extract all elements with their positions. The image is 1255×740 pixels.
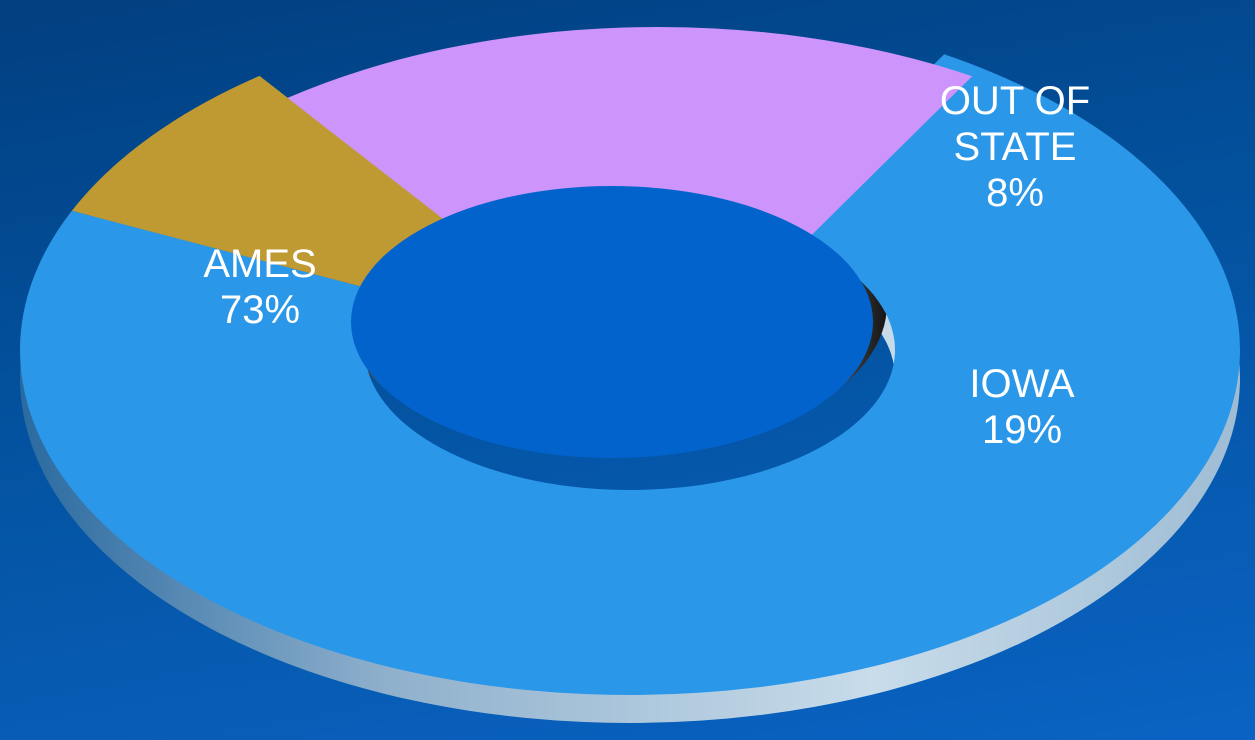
slice-label-line: IOWA: [969, 362, 1074, 406]
slice-labels: AMES 73% OUT OF STATE 8% IOWA 19%: [203, 79, 1090, 452]
slice-tops: [20, 26, 1241, 696]
slice-label-out-of-state: OUT OF STATE 8%: [940, 79, 1090, 215]
slice-label-line: AMES: [203, 242, 316, 286]
slice-label-line: 8%: [986, 171, 1044, 215]
slice-ames: [20, 54, 1241, 696]
slice-label-iowa: IOWA 19%: [969, 362, 1074, 452]
slice-iowa: [287, 26, 973, 261]
slice-out-of-state: [71, 75, 470, 294]
slice-label-line: STATE: [954, 125, 1077, 169]
slice-label-line: 73%: [220, 288, 300, 332]
slice-label-line: OUT OF: [940, 79, 1090, 123]
slice-label-line: 19%: [982, 408, 1062, 452]
slice-label-ames: AMES 73%: [203, 242, 316, 332]
donut-hole: [351, 186, 873, 458]
